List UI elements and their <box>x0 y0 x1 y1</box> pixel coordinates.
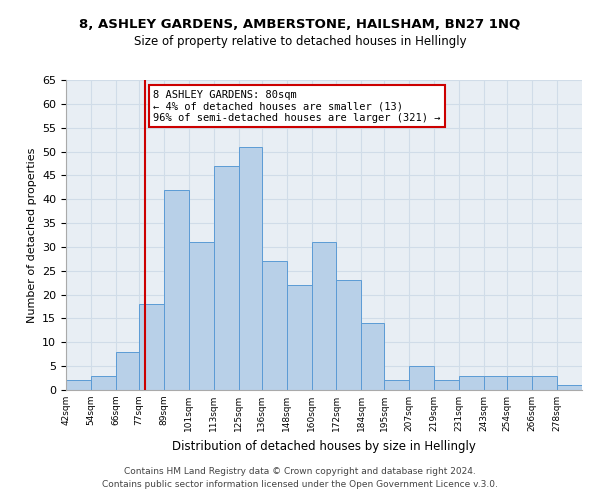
Bar <box>459 376 484 390</box>
Text: 8, ASHLEY GARDENS, AMBERSTONE, HAILSHAM, BN27 1NQ: 8, ASHLEY GARDENS, AMBERSTONE, HAILSHAM,… <box>79 18 521 30</box>
Bar <box>311 242 337 390</box>
Bar <box>66 380 91 390</box>
Bar <box>507 376 532 390</box>
Bar <box>409 366 434 390</box>
Bar <box>116 352 139 390</box>
Text: Size of property relative to detached houses in Hellingly: Size of property relative to detached ho… <box>134 35 466 48</box>
Bar <box>91 376 116 390</box>
Bar <box>557 385 582 390</box>
Text: Contains HM Land Registry data © Crown copyright and database right 2024.: Contains HM Land Registry data © Crown c… <box>124 467 476 476</box>
Y-axis label: Number of detached properties: Number of detached properties <box>26 148 37 322</box>
Bar <box>189 242 214 390</box>
Bar <box>214 166 239 390</box>
Bar <box>337 280 361 390</box>
Text: Contains public sector information licensed under the Open Government Licence v.: Contains public sector information licen… <box>102 480 498 489</box>
Bar <box>532 376 557 390</box>
Bar <box>484 376 507 390</box>
Bar <box>361 323 385 390</box>
X-axis label: Distribution of detached houses by size in Hellingly: Distribution of detached houses by size … <box>172 440 476 452</box>
Bar <box>434 380 459 390</box>
Bar <box>385 380 409 390</box>
Bar <box>139 304 164 390</box>
Bar <box>262 261 287 390</box>
Bar <box>287 285 311 390</box>
Text: 8 ASHLEY GARDENS: 80sqm
← 4% of detached houses are smaller (13)
96% of semi-det: 8 ASHLEY GARDENS: 80sqm ← 4% of detached… <box>154 90 441 122</box>
Bar <box>239 147 262 390</box>
Bar <box>164 190 189 390</box>
